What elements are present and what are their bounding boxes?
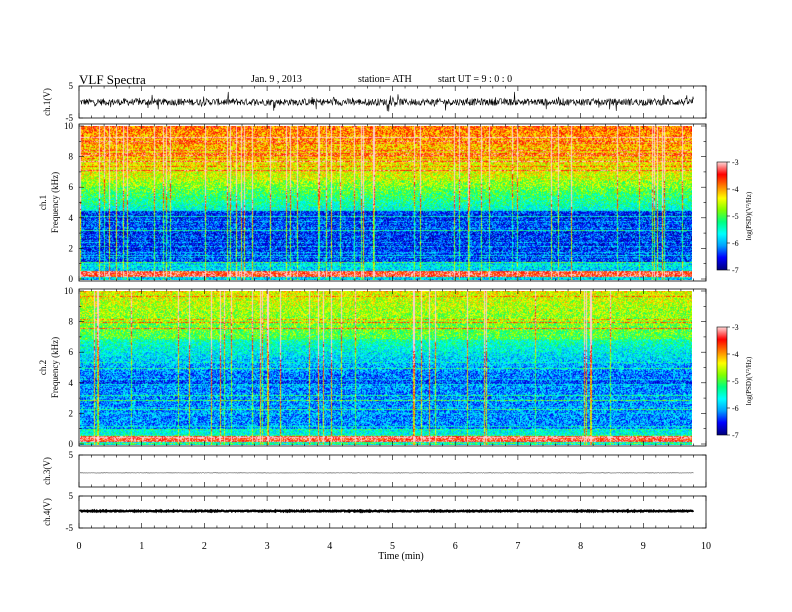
colorbar-tick-label: -6 [732, 404, 739, 413]
colorbar-tick-label: -6 [732, 239, 739, 248]
y-tick-label: 4 [69, 213, 74, 223]
colorbar-tick-label: -7 [732, 266, 739, 275]
colorbar-tick-label: -4 [732, 185, 739, 194]
y-tick-label: 2 [69, 243, 74, 253]
y-tick-label: 6 [69, 182, 74, 192]
ch2-spectrogram-image [80, 291, 692, 445]
y-tick-label: 0 [69, 274, 74, 284]
y-tick-label: 0 [69, 439, 74, 449]
x-tick-label: 5 [390, 541, 395, 552]
x-tick-label: 1 [139, 541, 144, 552]
ch2-spectrogram-ylabel: ch.2 [38, 360, 48, 375]
colorbar-label: log(PSD)(V²/Hz) [745, 191, 753, 240]
y-tick-label: 5 [69, 81, 74, 91]
colorbar-tick-label: -5 [732, 212, 739, 221]
x-axis-label: Time (min) [378, 551, 423, 562]
x-tick-label: 3 [265, 541, 270, 552]
ch1-spectrogram-image [80, 126, 692, 280]
ch2-spectrogram-ylabel-frequency: Frequency (kHz) [50, 337, 60, 398]
start-time-label: start UT = 9 : 0 : 0 [438, 74, 512, 85]
ch2-colorbar [717, 327, 727, 435]
colorbar-tick-label: -7 [732, 431, 739, 440]
y-tick-label: 10 [64, 121, 74, 131]
y-tick-label: 5 [69, 450, 74, 460]
colorbar-tick-label: -4 [732, 350, 739, 359]
x-tick-label: 9 [641, 541, 646, 552]
x-tick-label: 4 [327, 541, 332, 552]
x-tick-label: 2 [202, 541, 207, 552]
y-tick-label: 5 [69, 491, 74, 501]
figure-title: VLF Spectra [79, 72, 146, 87]
x-tick-label: 10 [701, 541, 711, 552]
y-tick-label: 2 [69, 408, 74, 418]
ch1-waveform-ylabel: ch.1(V) [42, 88, 52, 116]
y-tick-label: 6 [69, 347, 74, 357]
date-label: Jan. 9 , 2013 [251, 74, 302, 85]
ch1-waveform-trace [79, 91, 694, 112]
colorbar-tick-label: -3 [732, 158, 739, 167]
x-tick-label: 6 [453, 541, 458, 552]
y-tick-label: -5 [66, 113, 74, 123]
station-label: station= ATH [358, 74, 412, 85]
ch1-spectrogram-ylabel: ch.1 [38, 195, 48, 210]
ch1-colorbar [717, 162, 727, 270]
colorbar-tick-label: -3 [732, 323, 739, 332]
y-tick-label: 8 [69, 317, 74, 327]
ch3-waveform-ylabel: ch.3(V) [42, 457, 52, 485]
x-tick-label: 8 [578, 541, 583, 552]
y-tick-label: -5 [66, 523, 74, 533]
y-tick-label: 10 [64, 286, 74, 296]
ch4-waveform-ylabel: ch.4(V) [42, 498, 52, 526]
colorbar-tick-label: -5 [732, 377, 739, 386]
y-tick-label: 8 [69, 152, 74, 162]
y-tick-label: 4 [69, 378, 74, 388]
x-tick-label: 7 [515, 541, 520, 552]
x-tick-label: 0 [77, 541, 82, 552]
colorbar-label: log(PSD)(V²/Hz) [745, 356, 753, 405]
ch1-spectrogram-ylabel-frequency: Frequency (kHz) [50, 172, 60, 233]
ch4-waveform-trace [79, 508, 695, 514]
